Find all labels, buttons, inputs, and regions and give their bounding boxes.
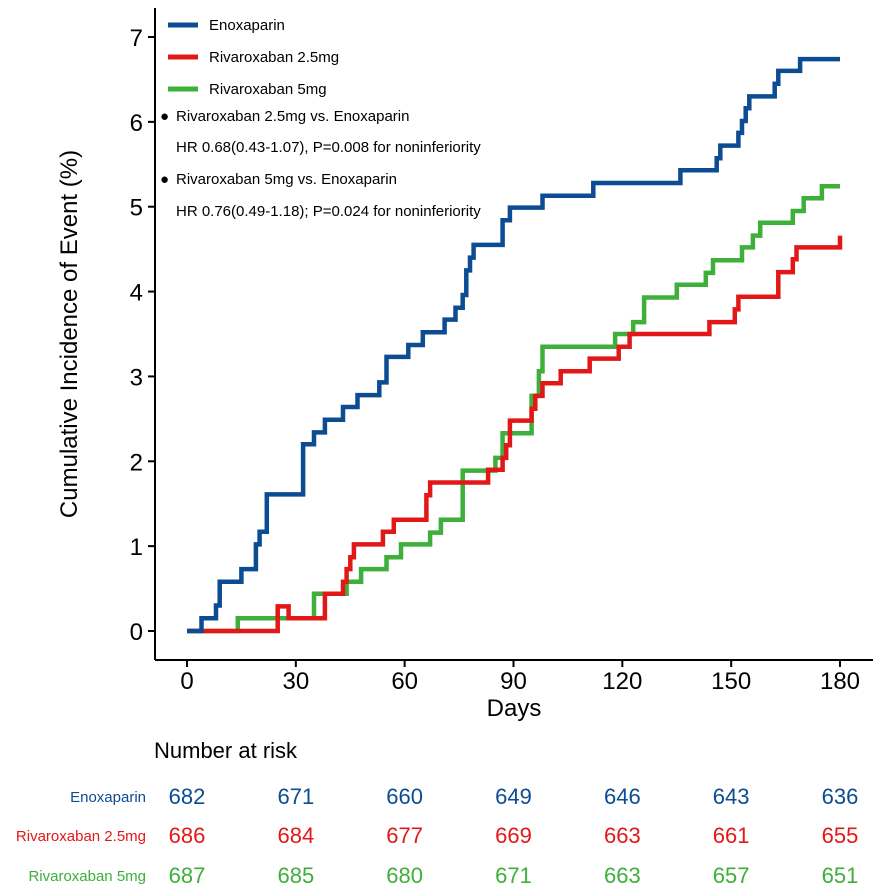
risk-table-title: Number at risk — [154, 738, 298, 763]
x-tick-label: 120 — [602, 668, 642, 695]
risk-row-label-rivaroxaban-2-5mg: Rivaroxaban 2.5mg — [16, 828, 146, 845]
y-tick-label: 4 — [130, 280, 143, 307]
x-tick-label: 30 — [282, 668, 309, 695]
risk-value: 663 — [604, 863, 641, 888]
risk-value: 671 — [277, 784, 314, 809]
x-tick-label: 0 — [180, 668, 193, 695]
annotations: ● Rivaroxaban 2.5mg vs. Enoxaparin HR 0.… — [160, 108, 481, 220]
risk-value: 643 — [713, 784, 750, 809]
bullet-2: ● — [160, 171, 169, 188]
risk-rows: Enoxaparin 682 671 660 649 646 643 636 Rivaroxab… — [16, 784, 858, 888]
y-ticks: 0 1 2 3 4 5 6 7 — [130, 25, 155, 646]
x-ticks: 0 30 60 90 120 150 180 — [180, 660, 860, 695]
y-axis-title: Cumulative Incidence of Event (%) — [56, 150, 83, 518]
risk-value: 677 — [386, 823, 423, 848]
x-tick-label: 90 — [500, 668, 527, 695]
risk-row-label-enoxaparin: Enoxaparin — [70, 789, 146, 806]
kaplan-meier-chart: 0 1 2 3 4 5 6 7 0 30 60 90 120 150 180 Cumulative Inc… — [0, 0, 880, 896]
bullet-1: ● — [160, 108, 169, 125]
risk-value: 684 — [277, 823, 314, 848]
risk-value: 663 — [604, 823, 641, 848]
risk-value: 682 — [169, 784, 206, 809]
risk-value: 685 — [277, 863, 314, 888]
risk-value: 661 — [713, 823, 750, 848]
y-tick-label: 3 — [130, 364, 143, 391]
risk-value: 657 — [713, 863, 750, 888]
annotation-hr-1: HR 0.68(0.43-1.07), P=0.008 for noninfer… — [176, 139, 481, 156]
risk-row-label-rivaroxaban-5mg: Rivaroxaban 5mg — [28, 868, 146, 885]
y-tick-label: 0 — [130, 619, 143, 646]
legend-label-rivaroxaban-5mg: Rivaroxaban 5mg — [209, 81, 327, 98]
risk-value: 646 — [604, 784, 641, 809]
x-tick-label: 180 — [820, 668, 860, 695]
legend-label-rivaroxaban-2-5mg: Rivaroxaban 2.5mg — [209, 49, 339, 66]
risk-value: 660 — [386, 784, 423, 809]
annotation-comparison-1: Rivaroxaban 2.5mg vs. Enoxaparin — [176, 108, 409, 125]
legend-label-enoxaparin: Enoxaparin — [209, 17, 285, 34]
x-tick-label: 60 — [391, 668, 418, 695]
risk-value: 680 — [386, 863, 423, 888]
annotation-comparison-2: Rivaroxaban 5mg vs. Enoxaparin — [176, 171, 397, 188]
risk-value: 651 — [822, 863, 859, 888]
risk-table: Number at risk Enoxaparin 682 671 660 649 646… — [16, 738, 858, 888]
risk-value: 671 — [495, 863, 532, 888]
annotation-hr-2: HR 0.76(0.49-1.18); P=0.024 for noninfer… — [176, 203, 481, 220]
x-axis-title: Days — [487, 695, 542, 722]
x-tick-label: 150 — [711, 668, 751, 695]
series-line-rivaroxaban-5mg — [187, 186, 840, 631]
risk-value: 655 — [822, 823, 859, 848]
risk-value: 669 — [495, 823, 532, 848]
y-tick-label: 7 — [130, 25, 143, 52]
risk-value: 649 — [495, 784, 532, 809]
y-tick-label: 1 — [130, 534, 143, 561]
risk-value: 686 — [169, 823, 206, 848]
legend: Enoxaparin Rivaroxaban 2.5mg Rivaroxaban… — [168, 17, 339, 98]
risk-value: 636 — [822, 784, 859, 809]
y-tick-label: 2 — [130, 449, 143, 476]
y-tick-label: 5 — [130, 195, 143, 222]
y-tick-label: 6 — [130, 110, 143, 137]
risk-value: 687 — [169, 863, 206, 888]
